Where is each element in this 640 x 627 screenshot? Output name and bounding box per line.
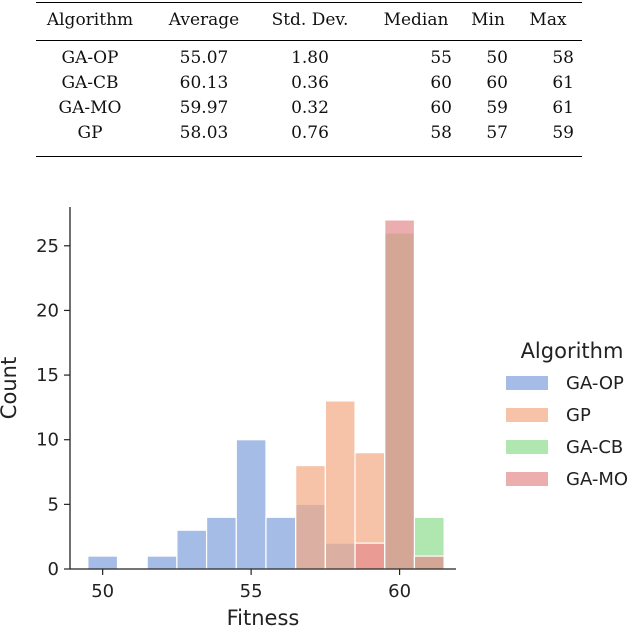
cell-average: 58.03 [179, 123, 229, 143]
bar-ga-mo [413, 555, 445, 570]
fitness-histogram: 0 5 10 15 20 25 50 55 60 Fitness Count Algorith… [0, 207, 628, 627]
table-row: GP 58.03 0.76 58 57 59 [36, 123, 582, 145]
cell-max: 61 [552, 73, 574, 93]
cell-median: 58 [430, 123, 452, 143]
legend-label-ga-mo: GA-MO [566, 469, 628, 490]
cell-max: 58 [552, 48, 574, 68]
x-tick-label: 55 [240, 581, 263, 602]
legend-label-gp: GP [566, 405, 591, 426]
bar-gp [295, 464, 326, 570]
bar-gp [324, 400, 356, 570]
cell-std-dev: 0.36 [291, 73, 329, 93]
header-average: Average [168, 10, 240, 30]
header-std-dev: Std. Dev. [271, 10, 349, 30]
cell-average: 59.97 [179, 98, 229, 118]
bar-ga-op [235, 439, 267, 570]
legend-title: Algorithm [521, 339, 624, 363]
cell-algorithm: GP [77, 123, 103, 143]
y-tick-label: 15 [36, 365, 59, 386]
cell-median: 60 [430, 98, 452, 118]
legend-swatch-ga-cb [506, 440, 548, 454]
histogram-bars [87, 219, 445, 570]
y-tick-label: 20 [36, 300, 59, 321]
header-algorithm: Algorithm [46, 10, 134, 30]
bar-ga-op [205, 516, 237, 570]
cell-min: 60 [486, 73, 508, 93]
legend-label-ga-cb: GA-CB [566, 437, 623, 458]
x-tick-label: 50 [91, 581, 114, 602]
cell-std-dev: 1.80 [291, 48, 329, 68]
bar-ga-mo [354, 542, 386, 570]
chart-axes [69, 207, 456, 570]
legend-label-ga-op: GA-OP [566, 373, 624, 394]
cell-std-dev: 0.32 [291, 98, 329, 118]
cell-algorithm: GA-MO [58, 98, 122, 118]
bar-ga-mo [384, 219, 416, 570]
cell-algorithm: GA-OP [61, 48, 119, 68]
legend-swatch-gp [506, 408, 548, 422]
header-median: Median [383, 10, 449, 30]
cell-max: 61 [552, 98, 574, 118]
cell-average: 55.07 [179, 48, 229, 68]
legend: Algorithm GA-OP GP GA-CB GA-MO [506, 339, 628, 490]
header-min: Min [471, 10, 505, 30]
cell-min: 50 [486, 48, 508, 68]
cell-median: 60 [430, 73, 452, 93]
legend-swatch-ga-op [506, 376, 548, 390]
cell-median: 55 [430, 48, 452, 68]
table-row: GA-CB 60.13 0.36 60 60 61 [36, 73, 582, 95]
x-axis-ticks: 50 55 60 [91, 569, 411, 602]
y-tick-label: 25 [36, 236, 59, 257]
cell-average: 60.13 [179, 73, 229, 93]
bar-ga-op [265, 516, 297, 570]
y-tick-label: 5 [48, 494, 59, 515]
cell-min: 59 [486, 98, 508, 118]
table-top-rule [36, 2, 582, 3]
bar-ga-op [146, 555, 178, 570]
bar-ga-op [87, 555, 119, 570]
x-axis-label: Fitness [227, 606, 300, 627]
y-axis-ticks: 0 5 10 15 20 25 [36, 236, 70, 580]
bar-ga-op [176, 529, 208, 570]
y-tick-label: 10 [36, 430, 59, 451]
cell-min: 57 [486, 123, 508, 143]
table-bottom-rule [36, 156, 582, 157]
x-tick-label: 60 [388, 581, 411, 602]
table-header-row: Algorithm Average Std. Dev. Median Min M… [36, 10, 582, 32]
table-row: GA-OP 55.07 1.80 55 50 58 [36, 48, 582, 70]
header-max: Max [529, 10, 567, 30]
cell-algorithm: GA-CB [61, 73, 119, 93]
table-header-rule [36, 40, 582, 41]
y-tick-label: 0 [48, 559, 59, 580]
cell-std-dev: 0.76 [291, 123, 329, 143]
y-axis-label: Count [0, 357, 21, 419]
table-row: GA-MO 59.97 0.32 60 59 61 [36, 98, 582, 120]
cell-max: 59 [552, 123, 574, 143]
legend-swatch-ga-mo [506, 472, 548, 486]
